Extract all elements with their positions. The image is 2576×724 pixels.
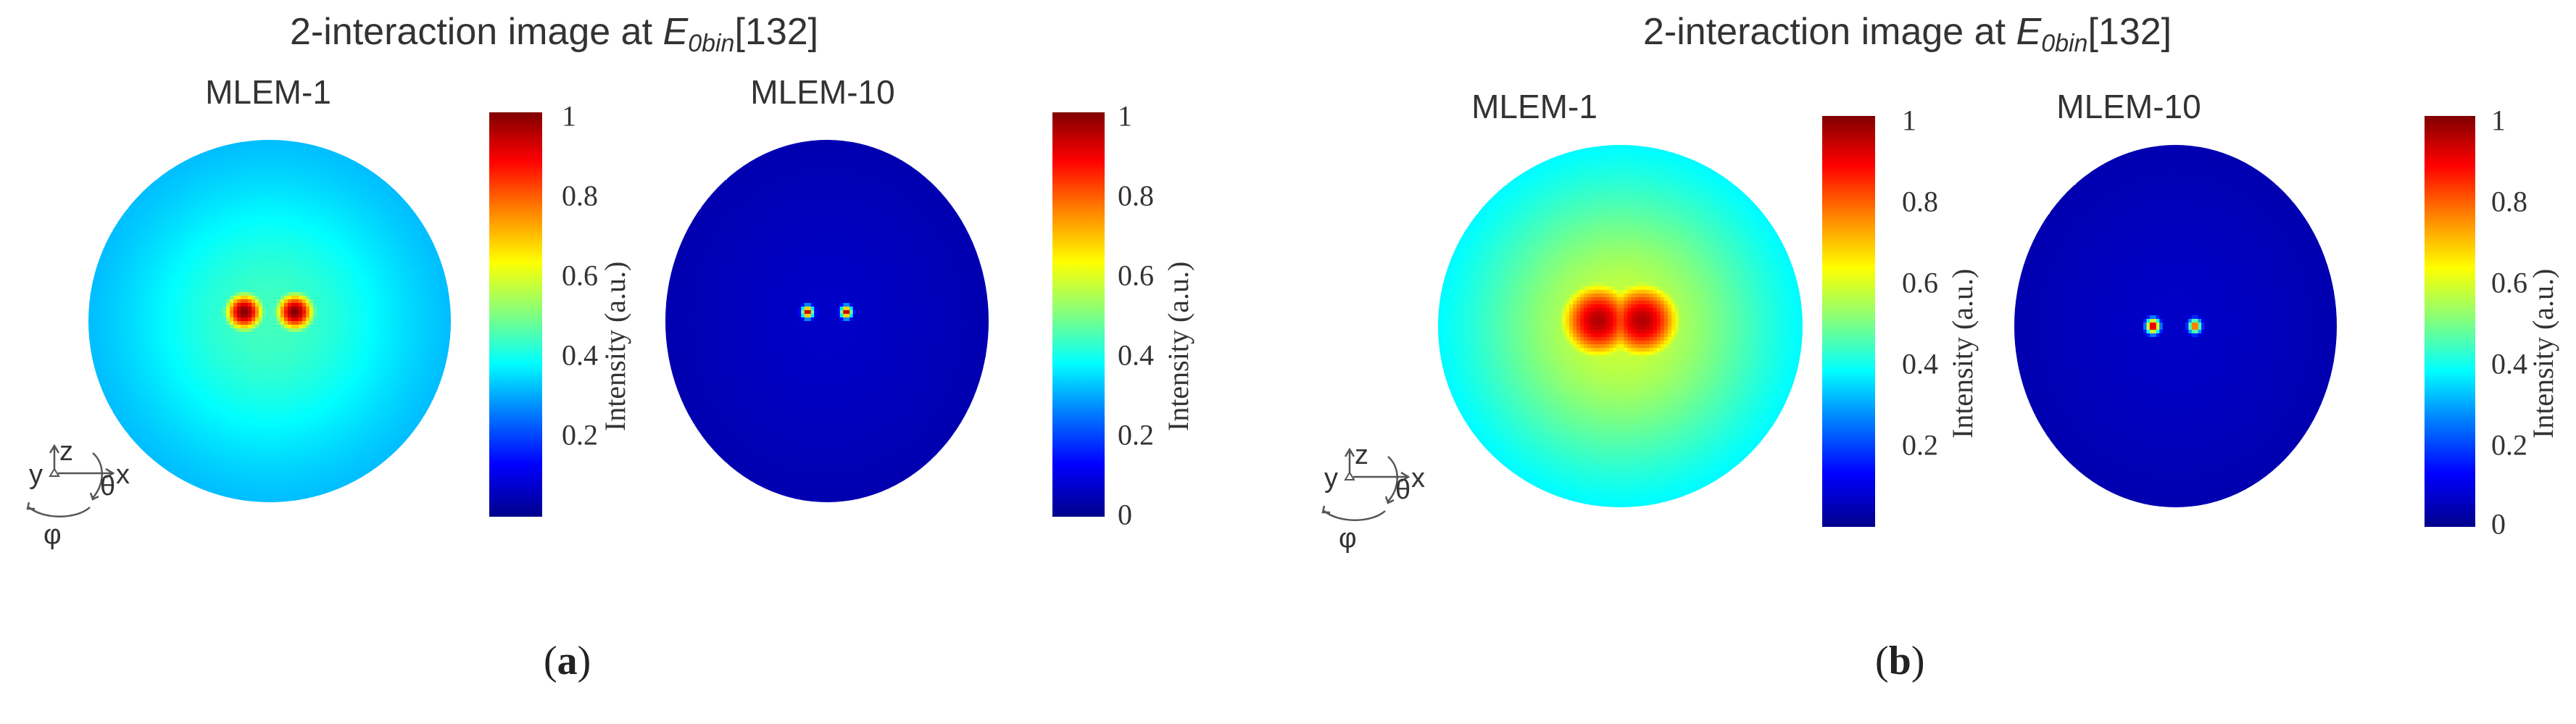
axis-label-phi: φ [43, 520, 62, 550]
axis-label-z: z [1355, 442, 1368, 470]
map-label-mlem-10: MLEM-10 [678, 72, 968, 112]
colorbar-tick: 0.6 [1118, 259, 1154, 293]
colorbar-tick: 0.2 [562, 418, 598, 452]
intensity-map-mlem-10 [2014, 145, 2337, 507]
intensity-map-mlem-1 [1438, 145, 1803, 507]
panel-b: 2-interaction image at E0bin[132] MLEM-1… [1288, 0, 2576, 724]
colorbar-gradient [1822, 116, 1875, 527]
axis-label-x: x [116, 459, 130, 490]
colorbar-tick: 0.2 [1902, 428, 1938, 462]
panel-caption: (a) [544, 638, 591, 684]
colorbar: 1 0.8 0.6 0.4 0.2 Intensity (a.u.) [1822, 104, 1979, 527]
axis-label-z: z [59, 438, 73, 467]
colorbar-gradient [2425, 116, 2475, 527]
colorbar-label: Intensity (a.u.) [1161, 262, 1195, 431]
panel-title: 2-interaction image at E0bin[132] [1643, 10, 2172, 58]
colorbar-tick: 0.2 [2491, 428, 2527, 462]
panel-title: 2-interaction image at E0bin[132] [290, 10, 818, 58]
colorbar-tick: 0.8 [1902, 185, 1938, 219]
axis-label-phi: φ [1339, 523, 1357, 554]
colorbar-tick: 0.6 [562, 259, 598, 293]
colorbar-tick: 0 [2491, 507, 2506, 541]
colorbar-gradient [489, 112, 542, 517]
colorbar-tick: 0.8 [1118, 179, 1154, 213]
panel-a: 2-interaction image at E0bin[132] MLEM-1… [0, 0, 1283, 724]
axis-label-x: x [1411, 463, 1425, 494]
colorbar-tick: 0.4 [1118, 338, 1154, 373]
intensity-map-svg [665, 140, 989, 502]
axis-label-y: y [29, 459, 43, 490]
colorbar-label: Intensity (a.u.) [2526, 269, 2560, 438]
colorbar-tick: 0.6 [2491, 266, 2527, 300]
colorbar-tick: 1 [1118, 99, 1132, 133]
panel-caption: (b) [1875, 638, 1924, 684]
colorbar-tick: 0.4 [2491, 347, 2527, 381]
colorbar-tick: 1 [562, 99, 576, 133]
colorbar-tick: 0.4 [562, 338, 598, 373]
colorbar-label: Intensity (a.u.) [598, 262, 632, 431]
axis-label-theta: θ [1395, 475, 1410, 505]
colorbar: 1 0.8 0.6 0.4 0.2 0 Intensity (a.u.) [1052, 100, 1194, 531]
intensity-map-mlem-1 [88, 140, 451, 502]
colorbar-gradient [1052, 112, 1105, 517]
axis-label-y: y [1324, 463, 1338, 494]
intensity-map-mlem-10 [665, 140, 989, 502]
intensity-map-svg [1438, 145, 1803, 507]
colorbar-label: Intensity (a.u.) [1945, 269, 1979, 438]
colorbar-tick: 1 [2491, 104, 2506, 138]
colorbar-tick: 0 [1118, 498, 1132, 532]
colorbar: 1 0.8 0.6 0.4 0.2 0 Intensity (a.u.) [2425, 104, 2559, 541]
intensity-map-svg [88, 140, 451, 502]
intensity-map-svg [2014, 145, 2337, 507]
colorbar-tick: 0.4 [1902, 347, 1938, 381]
colorbar-tick: 0.8 [562, 179, 598, 213]
axis-label-theta: θ [100, 471, 115, 502]
coordinate-axes-icon: z x y θ φ [26, 438, 130, 550]
colorbar: 1 0.8 0.6 0.4 0.2 Intensity (a.u.) [489, 100, 631, 517]
coordinate-axes-icon: z x y θ φ [1321, 442, 1425, 554]
colorbar-tick: 0.2 [1118, 418, 1154, 452]
colorbar-tick: 0.8 [2491, 185, 2527, 219]
colorbar-tick: 1 [1902, 104, 1916, 138]
map-label-mlem-10: MLEM-10 [1984, 87, 2274, 126]
map-label-mlem-1: MLEM-1 [123, 72, 413, 112]
colorbar-tick: 0.6 [1902, 266, 1938, 300]
map-label-mlem-1: MLEM-1 [1389, 87, 1679, 126]
